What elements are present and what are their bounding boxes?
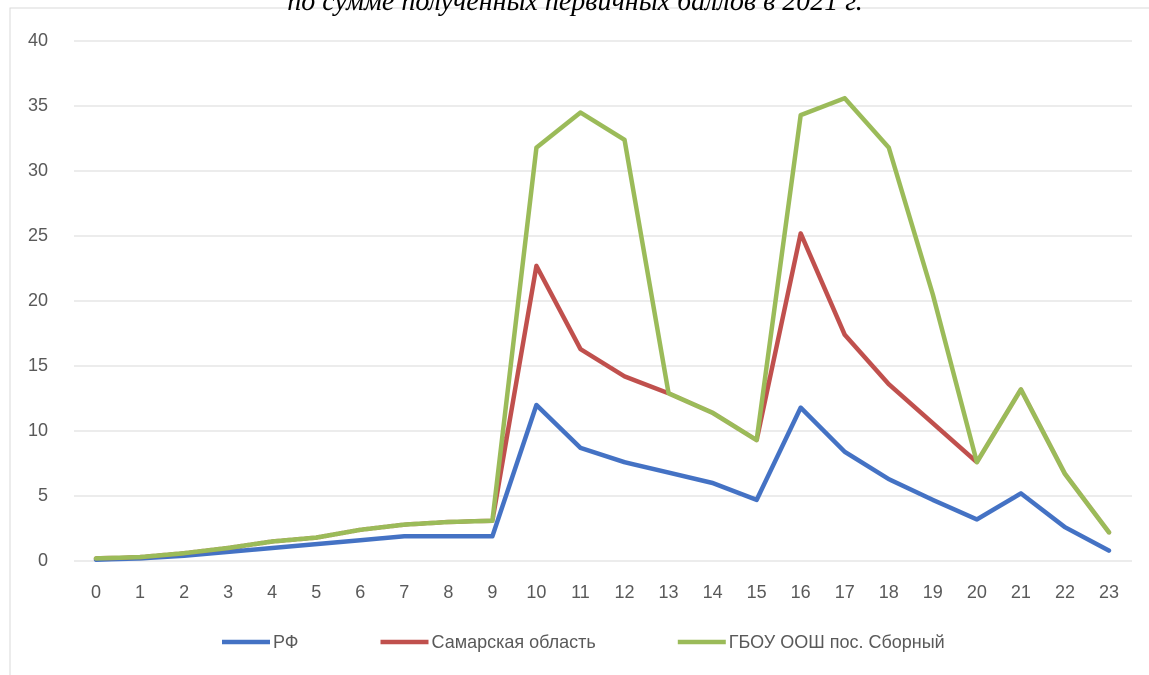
y-tick-label: 0 xyxy=(38,550,48,570)
x-tick-label: 15 xyxy=(747,582,767,602)
x-tick-label: 4 xyxy=(267,582,277,602)
legend-label: РФ xyxy=(273,632,299,652)
legend-label: ГБОУ ООШ пос. Сборный xyxy=(729,632,945,652)
y-tick-label: 10 xyxy=(28,420,48,440)
y-tick-label: 20 xyxy=(28,290,48,310)
x-tick-label: 18 xyxy=(879,582,899,602)
x-tick-label: 5 xyxy=(311,582,321,602)
series-line xyxy=(93,95,1112,561)
x-tick-label: 7 xyxy=(399,582,409,602)
x-tick-label: 17 xyxy=(835,582,855,602)
y-tick-label: 25 xyxy=(28,225,48,245)
y-tick-label: 40 xyxy=(28,30,48,50)
x-tick-label: 8 xyxy=(443,582,453,602)
x-tick-label: 2 xyxy=(179,582,189,602)
x-tick-label: 12 xyxy=(615,582,635,602)
x-tick-label: 11 xyxy=(571,582,590,602)
x-tick-label: 23 xyxy=(1099,582,1119,602)
series-line xyxy=(93,402,1112,562)
y-tick-label: 35 xyxy=(28,95,48,115)
x-tick-label: 9 xyxy=(487,582,497,602)
x-tick-label: 21 xyxy=(1011,582,1031,602)
x-tick-label: 22 xyxy=(1055,582,1075,602)
x-tick-label: 3 xyxy=(223,582,233,602)
x-tick-label: 16 xyxy=(791,582,811,602)
x-tick-label: 1 xyxy=(135,582,145,602)
x-tick-label: 20 xyxy=(967,582,987,602)
legend-label: Самарская область xyxy=(432,632,596,652)
x-tick-label: 0 xyxy=(91,582,101,602)
x-tick-label: 10 xyxy=(526,582,546,602)
x-tick-label: 14 xyxy=(703,582,723,602)
chart-frame xyxy=(9,7,1149,675)
x-tick-label: 19 xyxy=(923,582,943,602)
chart-title: по сумме полученных первичных баллов в 2… xyxy=(287,0,863,17)
x-tick-label: 6 xyxy=(355,582,365,602)
y-tick-label: 30 xyxy=(28,160,48,180)
x-tick-label: 13 xyxy=(659,582,679,602)
y-tick-label: 5 xyxy=(38,485,48,505)
y-tick-label: 15 xyxy=(28,355,48,375)
